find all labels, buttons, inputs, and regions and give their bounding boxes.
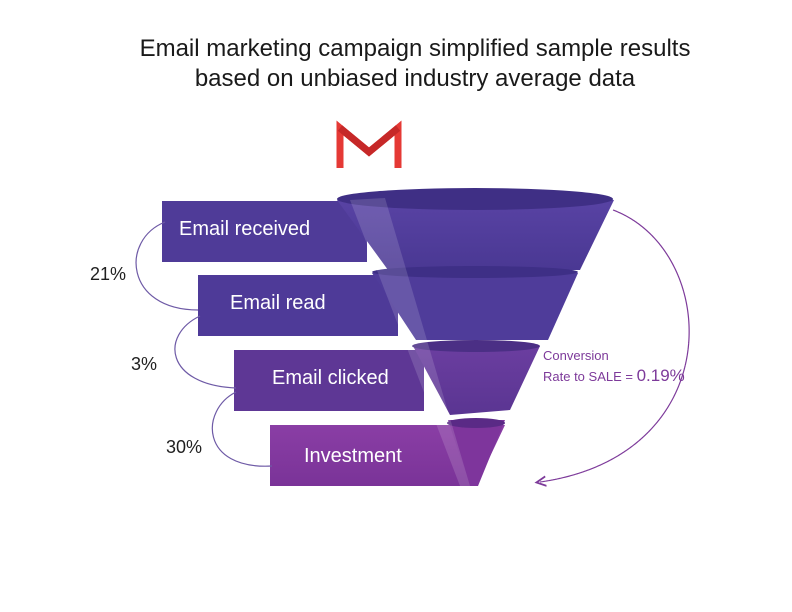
- gmail-icon: [336, 120, 402, 168]
- rate-investment: 30%: [166, 437, 203, 457]
- rate-read: 21%: [90, 264, 127, 284]
- stage-bar-email-clicked: [234, 350, 424, 411]
- diagram-title: Email marketing campaign simplified samp…: [0, 34, 792, 94]
- title-line-1: Email marketing campaign simplified samp…: [139, 35, 691, 62]
- stage-label-email-received: Email received: [179, 218, 311, 240]
- conversion-line-2: Rate to SALE = 0.19%: [543, 366, 685, 387]
- rate-bracket-2: [174, 315, 237, 389]
- rate-bracket-1: [135, 221, 199, 311]
- stage-bar-email-read: [198, 275, 398, 336]
- conversion-label: Rate to SALE =: [543, 369, 637, 384]
- funnel-body: [337, 188, 614, 486]
- conversion-line-1: Conversion: [543, 348, 609, 363]
- rate-bracket-3: [211, 391, 273, 467]
- title-line-2: based on unbiased industry average data: [194, 65, 636, 92]
- stage-label-email-read: Email read: [230, 292, 326, 314]
- conversion-rate-note: Conversion Rate to SALE = 0.19%: [543, 346, 685, 387]
- rate-clicked: 3%: [131, 354, 158, 374]
- stage-bar-email-received: [162, 201, 367, 262]
- conversion-arrow: [540, 209, 690, 482]
- stage-label-investment: Investment: [304, 445, 402, 467]
- stage-bar-investment: [270, 425, 505, 486]
- conversion-value: 0.19%: [636, 366, 685, 385]
- stage-label-email-clicked: Email clicked: [272, 367, 389, 389]
